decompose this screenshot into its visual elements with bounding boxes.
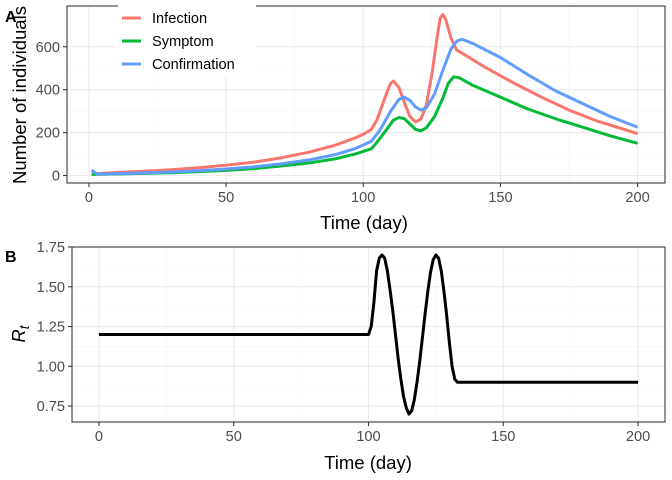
x-tick-label: 0 [95, 429, 103, 445]
rt-sub: t [17, 324, 32, 329]
y-tick-label: 1.75 [37, 240, 65, 256]
x-tick-label: 50 [226, 429, 242, 445]
y-tick-label: 600 [36, 40, 60, 56]
panel-a-y-axis-title: Number of individuals [9, 6, 30, 184]
legend-label-confirmation: Confirmation [152, 57, 235, 73]
y-tick-label: 1.25 [37, 320, 65, 336]
series-line-symptom [91, 75, 638, 176]
panel-a-border [66, 5, 666, 184]
panel-b-series-lines [98, 253, 639, 416]
panel-b-y-axis: 0.75 1.00 1.25 1.50 1.75 [37, 240, 72, 415]
svg-text:Rt: Rt [8, 324, 32, 342]
series-line-rt [98, 253, 639, 416]
panel-b-tag: B [5, 249, 17, 266]
y-tick-label: 1.50 [37, 280, 65, 296]
panel-b-x-axis: 0 50 100 150 200 [95, 422, 650, 445]
x-tick-label: 150 [491, 429, 515, 445]
panel-b-x-axis-title: Time (day) [324, 452, 412, 473]
y-tick-label: 1.00 [37, 359, 65, 375]
x-tick-label: 100 [356, 429, 380, 445]
y-tick-label: 0 [52, 168, 60, 184]
x-tick-label: 0 [85, 190, 93, 206]
y-tick-label: 0.75 [37, 399, 65, 415]
rt-main: R [8, 329, 29, 342]
legend: Infection Symptom Confirmation [118, 3, 256, 77]
series-line-confirmation [90, 37, 639, 176]
panel-a-x-axis: 0 50 100 150 200 [85, 183, 650, 206]
series-line-infection [91, 13, 639, 176]
legend-label-infection: Infection [152, 11, 207, 27]
x-tick-label: 150 [488, 190, 512, 206]
y-tick-label: 400 [36, 83, 60, 99]
y-tick-label: 200 [36, 126, 60, 142]
panel-b-y-axis-title: Rt [8, 324, 32, 342]
x-tick-label: 200 [626, 429, 650, 445]
x-tick-label: 50 [218, 190, 234, 206]
panel-a-series-lines [90, 13, 639, 176]
x-tick-label: 200 [625, 190, 649, 206]
x-tick-label: 100 [351, 190, 375, 206]
panel-a-tag: A [5, 9, 17, 26]
legend-label-symptom: Symptom [152, 34, 214, 50]
panel-a-x-axis-title: Time (day) [320, 212, 408, 233]
panel-a-y-axis: 0 200 400 600 [36, 40, 67, 184]
